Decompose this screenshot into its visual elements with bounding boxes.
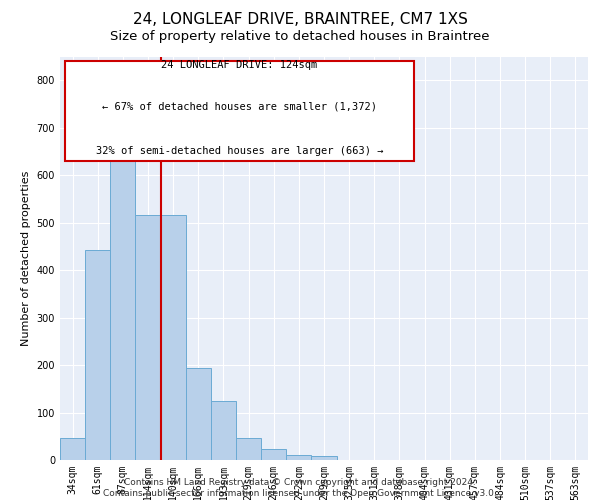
- Text: Size of property relative to detached houses in Braintree: Size of property relative to detached ho…: [110, 30, 490, 43]
- Y-axis label: Number of detached properties: Number of detached properties: [21, 170, 31, 346]
- Text: ← 67% of detached houses are smaller (1,372): ← 67% of detached houses are smaller (1,…: [102, 102, 377, 112]
- Bar: [311, 456, 337, 460]
- Bar: [161, 215, 186, 460]
- Text: Contains HM Land Registry data © Crown copyright and database right 2024.
Contai: Contains HM Land Registry data © Crown c…: [103, 478, 497, 498]
- FancyBboxPatch shape: [65, 60, 414, 162]
- Bar: [286, 456, 311, 460]
- Text: 32% of semi-detached houses are larger (663) →: 32% of semi-detached houses are larger (…: [96, 146, 383, 156]
- Text: 24 LONGLEAF DRIVE: 124sqm: 24 LONGLEAF DRIVE: 124sqm: [161, 60, 317, 70]
- Bar: [136, 215, 161, 460]
- Bar: [85, 250, 110, 460]
- Bar: [186, 368, 211, 460]
- Bar: [110, 148, 136, 460]
- Bar: [236, 438, 261, 460]
- Bar: [261, 449, 286, 460]
- Text: 24, LONGLEAF DRIVE, BRAINTREE, CM7 1XS: 24, LONGLEAF DRIVE, BRAINTREE, CM7 1XS: [133, 12, 467, 28]
- Bar: [211, 400, 236, 460]
- Bar: [60, 438, 85, 460]
